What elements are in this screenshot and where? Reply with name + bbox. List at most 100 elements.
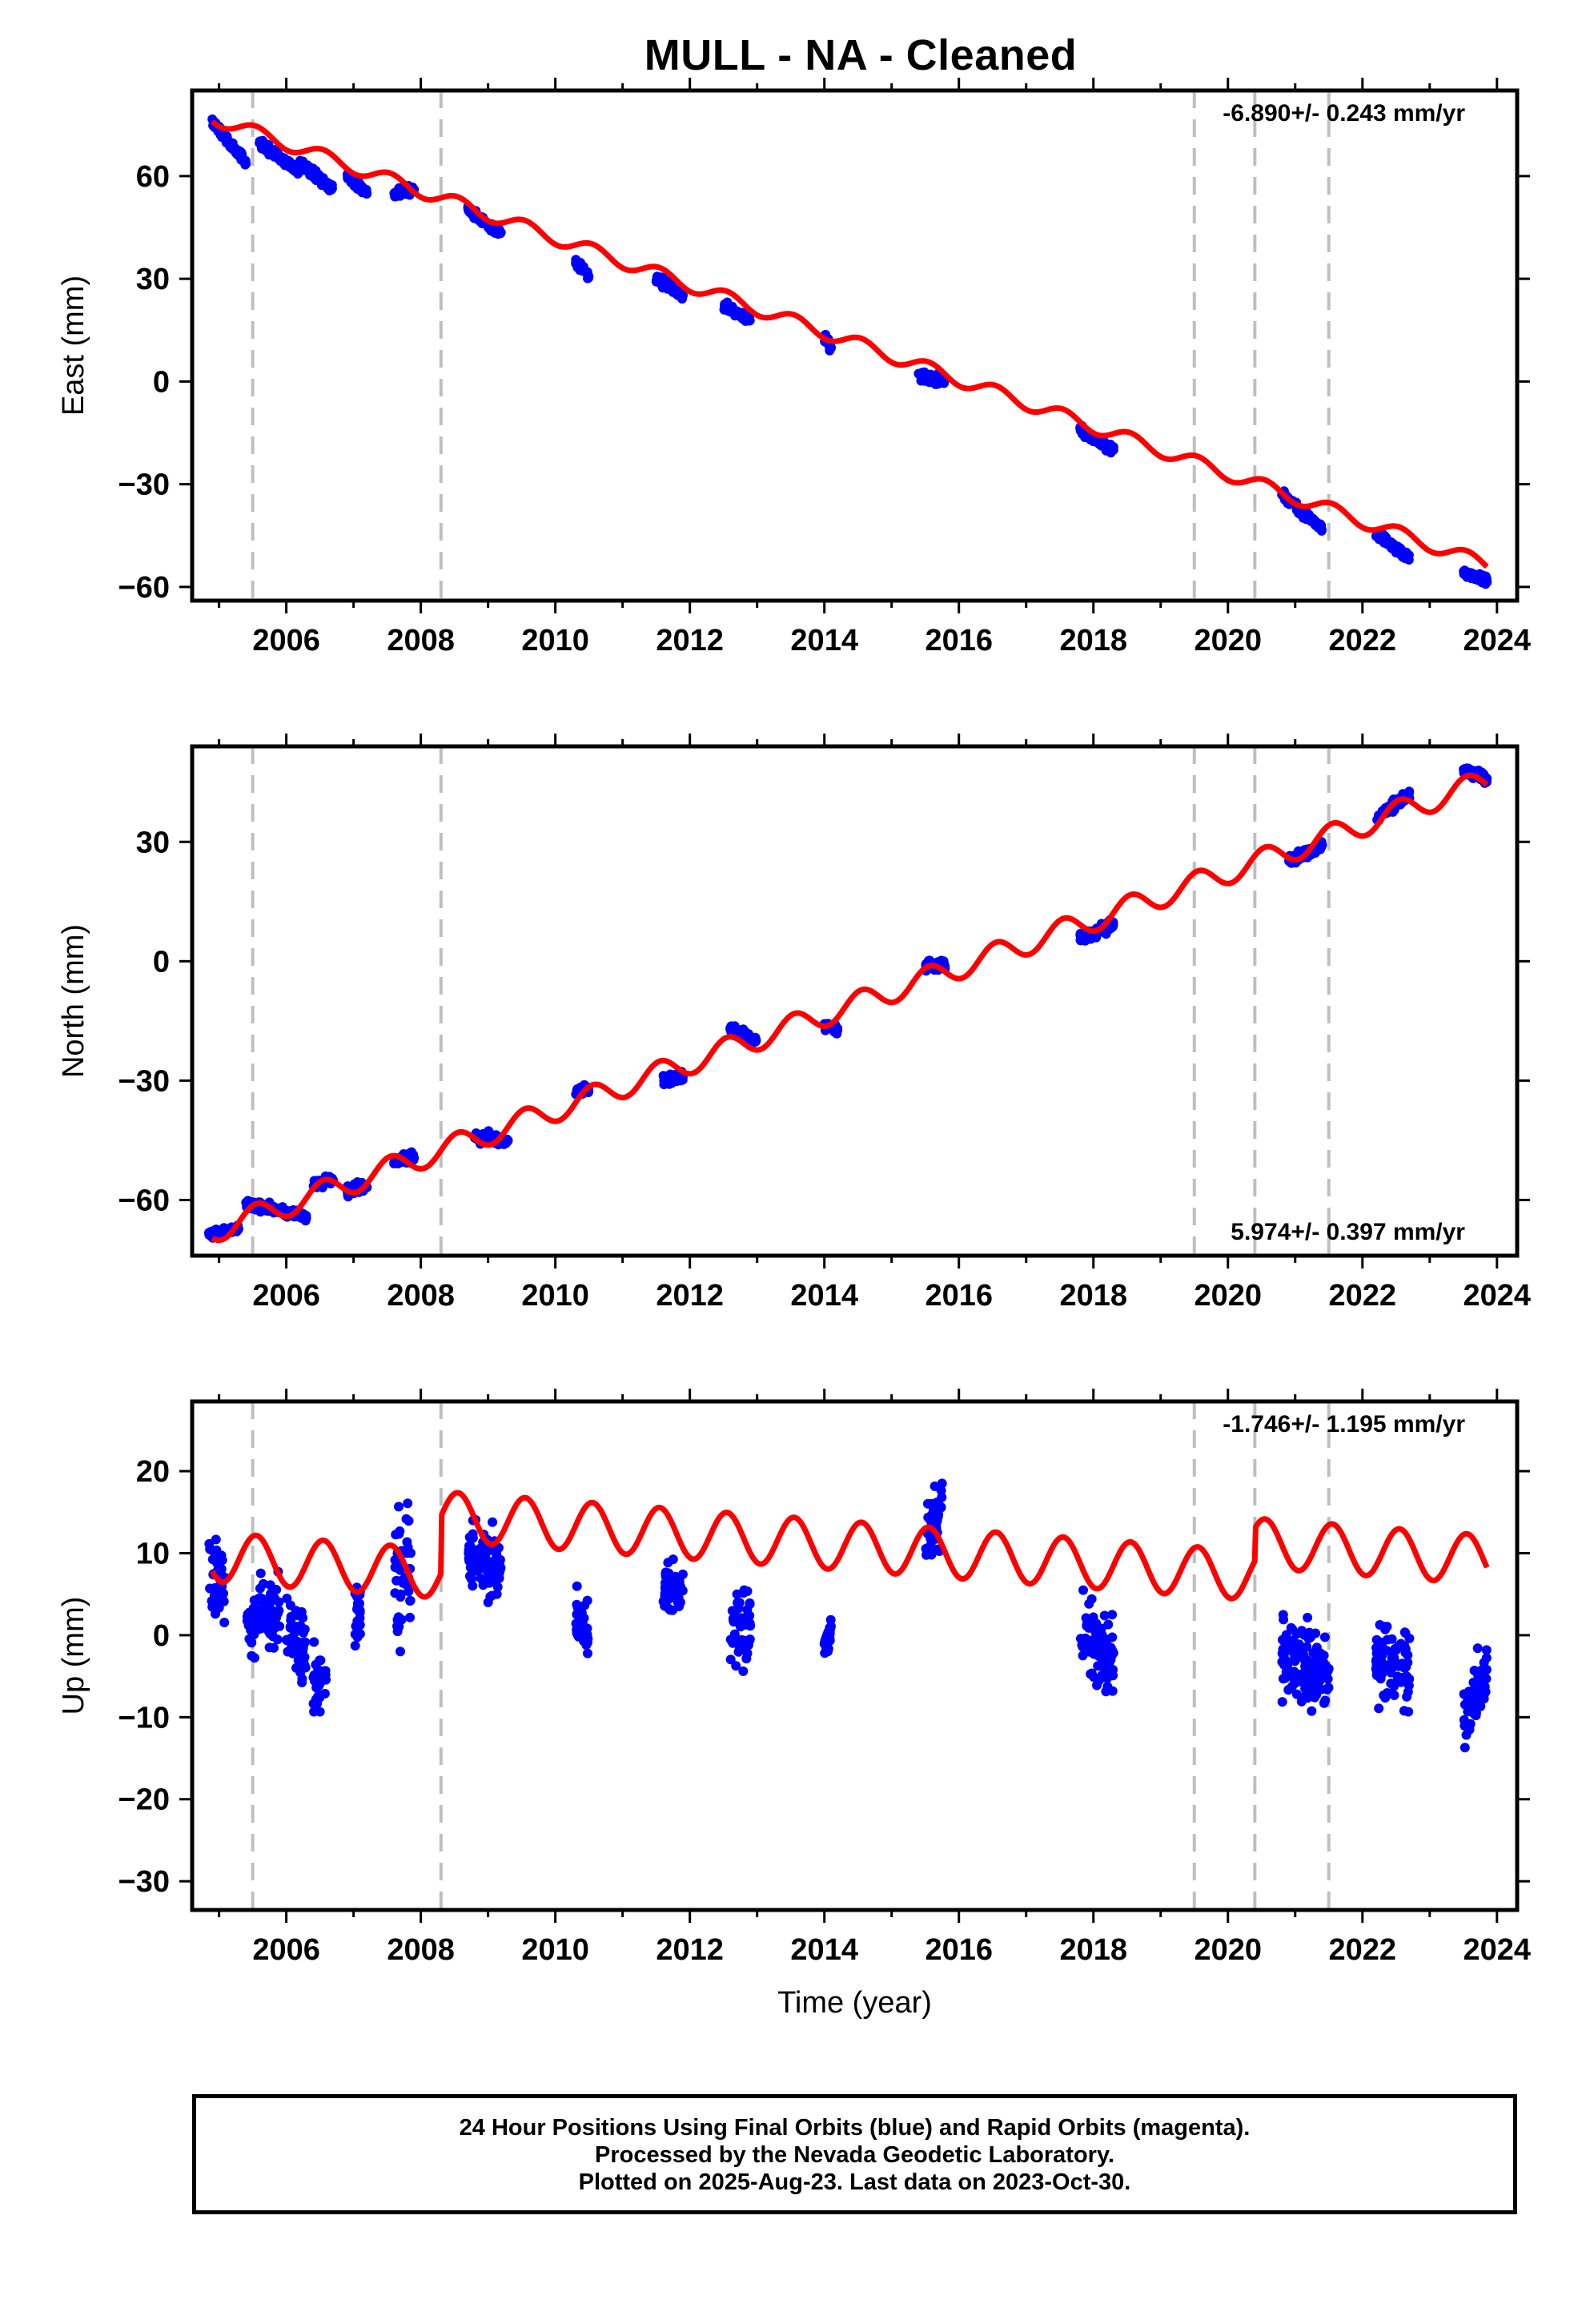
data-point [271, 1585, 282, 1594]
data-point [263, 1601, 273, 1611]
data-point [1319, 1632, 1330, 1642]
x-tick-label: 2012 [656, 1279, 724, 1313]
data-point [466, 1531, 476, 1542]
data-point [327, 183, 337, 194]
data-point [572, 1581, 582, 1591]
data-point [1277, 1648, 1287, 1659]
data-point [219, 1618, 230, 1627]
data-point [1103, 1664, 1114, 1675]
data-point [298, 1647, 307, 1656]
data-point [925, 1534, 936, 1544]
data-point [488, 1517, 498, 1527]
data-point [242, 1611, 252, 1622]
data-point [405, 1612, 415, 1622]
data-point [742, 1648, 753, 1659]
x-tick-label: 2008 [387, 1279, 455, 1313]
data-point [1097, 1645, 1107, 1655]
data-point [211, 1534, 221, 1545]
data-point [930, 1481, 940, 1491]
data-point [937, 1492, 947, 1502]
data-point [476, 1573, 486, 1583]
data-point [659, 1077, 669, 1088]
data-point [1102, 441, 1113, 452]
data-point [255, 1604, 266, 1614]
model-curve [210, 1490, 1490, 1602]
data-point [502, 1135, 512, 1145]
data-point [745, 1635, 754, 1646]
x-tick-label: 2006 [252, 1933, 320, 1967]
rate-label: -6.890+/- 0.243 mm/yr [1223, 100, 1465, 127]
data-point [236, 152, 247, 163]
data-point [1313, 1668, 1323, 1679]
data-point [492, 1582, 503, 1592]
data-point [350, 1641, 360, 1651]
y-tick-label: 20 [136, 1455, 170, 1489]
data-point [313, 1664, 323, 1675]
data-point [1283, 1671, 1293, 1681]
data-point [247, 1651, 257, 1661]
data-point [398, 1578, 408, 1588]
data-point [1316, 525, 1327, 535]
data-point [660, 1601, 671, 1611]
data-point [320, 1666, 331, 1676]
data-point [576, 1608, 587, 1618]
data-point [1391, 545, 1402, 556]
data-point [1398, 1674, 1408, 1684]
data-point [1291, 1629, 1302, 1639]
panel-3: 2006 2008 2010 2012 2014 2016 2018 2020 2022 2024… [57, 1389, 1531, 2020]
plot-area [207, 90, 1492, 601]
data-point [725, 1655, 736, 1665]
data-point [1377, 1669, 1387, 1679]
data-point [668, 1554, 678, 1565]
data-point [1078, 1651, 1088, 1661]
data-point [584, 271, 594, 282]
data-point [1305, 1671, 1315, 1681]
data-point [1386, 1679, 1396, 1689]
data-point [731, 1661, 741, 1671]
data-point [392, 1621, 402, 1631]
x-axis-title: Time (year) [777, 1986, 932, 2020]
x-tick-label: 2008 [387, 624, 455, 657]
data-point [742, 1605, 753, 1614]
data-point [315, 1707, 325, 1717]
data-point [1304, 1690, 1315, 1700]
data-point [1277, 1697, 1287, 1707]
data-point [914, 368, 925, 379]
data-point [1479, 1658, 1489, 1668]
data-point [354, 184, 364, 195]
data-point [227, 140, 238, 151]
data-point [937, 1478, 947, 1489]
data-point [583, 1648, 592, 1659]
data-point [1481, 1674, 1492, 1684]
data-point [1307, 1706, 1317, 1716]
x-tick-label: 2016 [925, 1279, 993, 1313]
data-point [1472, 1643, 1483, 1654]
data-point [1472, 574, 1482, 584]
x-tick-label: 2014 [790, 624, 858, 657]
data-point [352, 1632, 363, 1642]
data-point [352, 1621, 363, 1631]
data-point [308, 1672, 319, 1683]
y-tick-label: −60 [118, 571, 170, 605]
data-point [1283, 1659, 1293, 1670]
data-point [258, 1614, 267, 1624]
data-point [1286, 1622, 1296, 1633]
data-point [484, 1572, 494, 1582]
x-tick-label: 2018 [1059, 624, 1127, 657]
data-point [725, 305, 736, 316]
data-point [1102, 1682, 1113, 1691]
data-point [1307, 1679, 1316, 1689]
y-tick-label: 30 [136, 826, 170, 859]
x-tick-label: 2020 [1194, 1933, 1262, 1967]
data-point [1315, 1648, 1326, 1659]
data-point [1399, 1706, 1409, 1716]
data-point [1404, 786, 1415, 797]
data-point [464, 1554, 474, 1563]
data-point [741, 1612, 751, 1622]
data-point [1469, 1666, 1480, 1675]
data-point [255, 1568, 266, 1578]
x-tick-label: 2024 [1464, 1279, 1532, 1313]
data-point [403, 1547, 412, 1558]
y-axis-title: East (mm) [57, 275, 90, 416]
